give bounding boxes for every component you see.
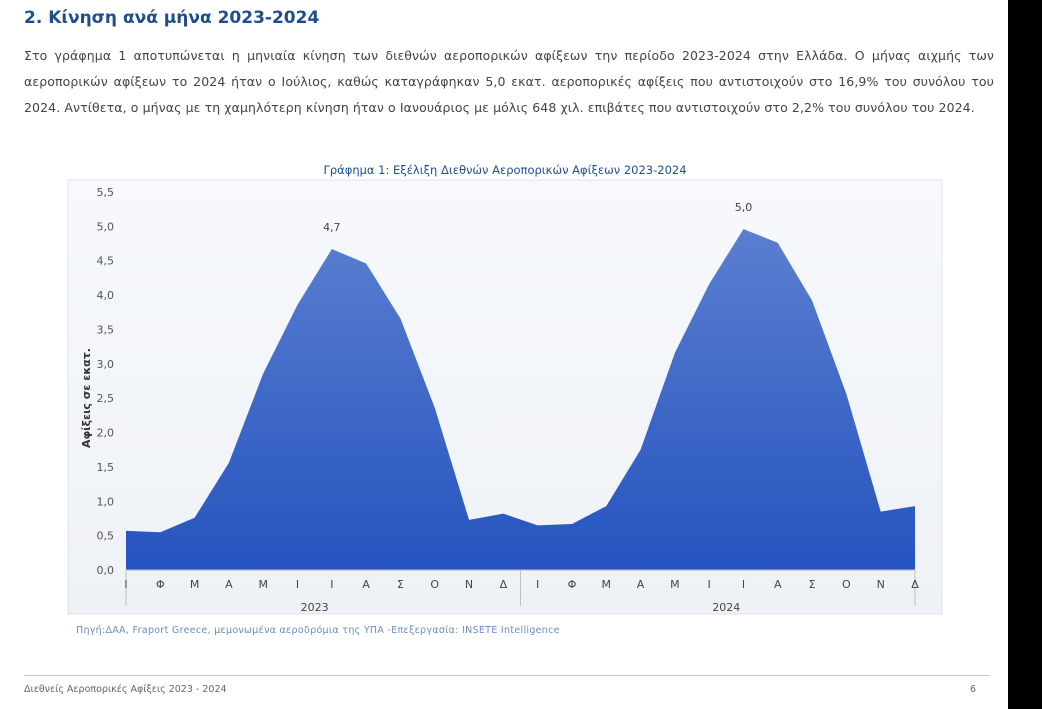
x-tick-label: Α: [362, 578, 370, 591]
x-tick-label: Ν: [877, 578, 885, 591]
y-tick-label: 4,5: [97, 255, 115, 268]
y-tick-label: 3,0: [97, 358, 115, 371]
y-tick-label: 2,5: [97, 392, 115, 405]
x-tick-label: Δ: [500, 578, 508, 591]
footer-title: Διεθνείς Αεροπορικές Αφίξεις 2023 - 2024: [24, 684, 227, 695]
y-tick-label: 0,0: [97, 564, 115, 577]
page-number: 6: [970, 684, 977, 695]
y-tick-label: 5,5: [97, 186, 115, 199]
x-tick-label: Μ: [602, 578, 612, 591]
chart-title: Γράφημα 1: Εξέλιξη Διεθνών Αεροπορικών Α…: [323, 163, 687, 177]
x-tick-label: Δ: [911, 578, 919, 591]
x-tick-label: Ο: [842, 578, 851, 591]
y-tick-label: 0,5: [97, 530, 115, 543]
x-tick-label: Ι: [296, 578, 299, 591]
y-tick-label: 5,0: [97, 220, 115, 233]
area-chart: 0,0 0,5 1,0 1,5 2,0 2,5 3,0 3,5 4,0 4,5 5,0 5,5 4,7…: [67, 179, 943, 615]
year-group-label: 2024: [712, 601, 740, 614]
y-tick-label: 1,5: [97, 461, 115, 474]
x-tick-label: Ν: [465, 578, 473, 591]
x-tick-label: Φ: [568, 578, 577, 591]
y-axis-label: Αφίξεις σε εκατ.: [80, 348, 93, 448]
x-tick-label: Ι: [124, 578, 127, 591]
x-tick-label: Ο: [430, 578, 439, 591]
right-edge-strip: [1008, 0, 1042, 709]
x-tick-label: Ι: [708, 578, 711, 591]
data-label: 5,0: [735, 201, 753, 214]
y-tick-label: 2,0: [97, 427, 115, 440]
data-label: 4,7: [323, 221, 341, 234]
x-tick-label: Μ: [190, 578, 200, 591]
x-tick-label: Ι: [742, 578, 745, 591]
x-tick-label: Μ: [258, 578, 268, 591]
arrivals-area-series: [126, 229, 915, 571]
y-tick-label: 3,5: [97, 323, 115, 336]
footer-divider: [24, 675, 990, 676]
x-tick-label: Ι: [536, 578, 539, 591]
x-tick-label: Μ: [670, 578, 680, 591]
section-title: 2. Κίνηση ανά μήνα 2023-2024: [24, 8, 320, 28]
x-tick-label: Α: [637, 578, 645, 591]
x-tick-label: Σ: [809, 578, 816, 591]
x-tick-label: Σ: [397, 578, 404, 591]
y-tick-label: 4,0: [97, 289, 115, 302]
x-tick-label: Ι: [330, 578, 333, 591]
source-note: Πηγή:ΔΑΑ, Fraport Greece, μεμονωμένα αερ…: [76, 625, 560, 636]
x-tick-label: Α: [774, 578, 782, 591]
intro-paragraph: Στο γράφημα 1 αποτυπώνεται η μηνιαία κίν…: [24, 48, 994, 115]
x-tick-label: Φ: [156, 578, 165, 591]
y-tick-label: 1,0: [97, 495, 115, 508]
year-group-label: 2023: [301, 601, 329, 614]
x-tick-label: Α: [225, 578, 233, 591]
